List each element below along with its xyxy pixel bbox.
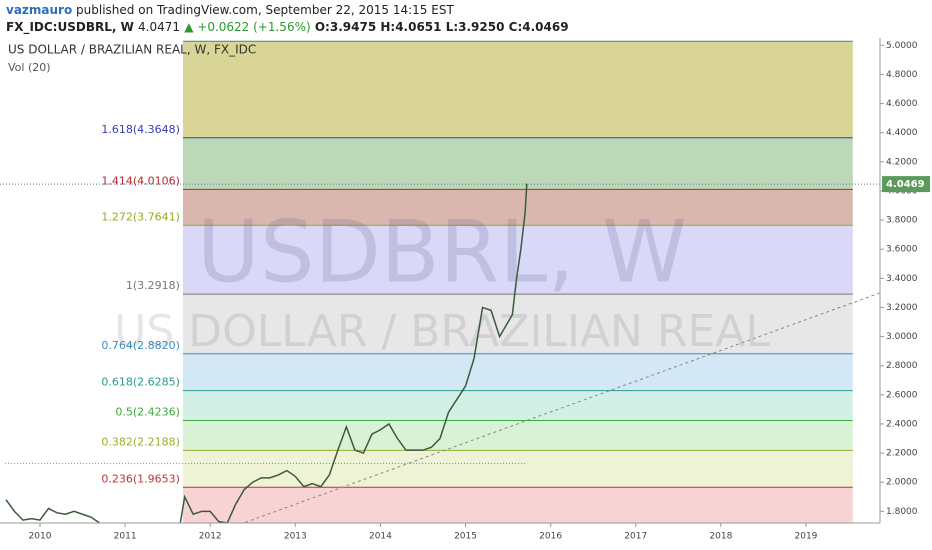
publisher: vazmauro bbox=[6, 3, 73, 17]
x-tick-label: 2015 bbox=[454, 532, 477, 542]
y-tick-label: 1.8000 bbox=[886, 507, 918, 517]
fib-band bbox=[182, 137, 853, 190]
quote-line: FX_IDC:USDBRL, W 4.0471 ▲ +0.0622 (+1.56… bbox=[6, 20, 569, 34]
y-tick-label: 3.4000 bbox=[886, 274, 918, 284]
last: 4.0471 bbox=[138, 20, 181, 34]
change: ▲ +0.0622 (+1.56%) bbox=[184, 20, 311, 34]
fib-band bbox=[182, 225, 853, 295]
fib-label: 1(3.2918) bbox=[126, 279, 180, 292]
fib-label: 1.618(4.3648) bbox=[101, 123, 180, 136]
x-tick-label: 2010 bbox=[29, 532, 52, 542]
watermark: USDBRL, W bbox=[197, 202, 687, 302]
last-price-label: 4.0469 bbox=[886, 179, 925, 190]
publish-line: vazmauro published on TradingView.com, S… bbox=[6, 3, 454, 17]
chart: 2(5.0281) 1.618(4.3648) 1.414(4.0106) 1.272… bbox=[0, 38, 932, 542]
published: published on TradingView.com, September … bbox=[76, 3, 454, 17]
fib-label: 0.764(2.8820) bbox=[101, 339, 180, 352]
y-tick-label: 2.2000 bbox=[886, 449, 918, 459]
x-tick-label: 2014 bbox=[369, 532, 392, 542]
fib-label: 1.414(4.0106) bbox=[101, 174, 180, 187]
fib-band bbox=[182, 487, 853, 523]
y-tick-label: 4.2000 bbox=[886, 157, 918, 167]
plot: 2(5.0281) 1.618(4.3648) 1.414(4.0106) 1.272… bbox=[0, 38, 880, 523]
fib-band bbox=[182, 189, 853, 226]
chart-title: US DOLLAR / BRAZILIAN REAL, W, FX_IDC bbox=[8, 43, 256, 57]
fib-band bbox=[182, 353, 853, 391]
y-tick-label: 3.8000 bbox=[886, 216, 918, 226]
fib-label: 1.272(3.7641) bbox=[101, 210, 180, 223]
fib-band bbox=[182, 294, 853, 354]
x-tick-label: 2018 bbox=[709, 532, 732, 542]
y-tick-label: 2.0000 bbox=[886, 478, 918, 488]
fib-label: 0.618(2.6285) bbox=[101, 376, 180, 389]
symbol: FX_IDC:USDBRL, W bbox=[6, 20, 134, 34]
fib-label: 0.382(2.2188) bbox=[101, 435, 180, 448]
y-tick-label: 4.4000 bbox=[886, 128, 918, 138]
chart-subtitle: Vol (20) bbox=[8, 61, 51, 74]
y-tick-label: 3.2000 bbox=[886, 303, 918, 313]
close: C:4.0469 bbox=[508, 20, 569, 34]
x-tick-label: 2019 bbox=[795, 532, 818, 542]
high: H:4.0651 bbox=[380, 20, 442, 34]
low: L:3.9250 bbox=[445, 20, 505, 34]
y-tick-label: 4.8000 bbox=[886, 70, 918, 80]
y-tick-label: 3.6000 bbox=[886, 245, 918, 255]
fib-band bbox=[182, 420, 853, 451]
y-tick-label: 4.6000 bbox=[886, 99, 918, 109]
last-price-box bbox=[882, 176, 930, 193]
x-tick-label: 2013 bbox=[284, 532, 307, 542]
x-tick-label: 2012 bbox=[199, 532, 222, 542]
fib-band bbox=[182, 390, 853, 421]
fib-band bbox=[182, 450, 853, 488]
y-tick-label: 2.8000 bbox=[886, 361, 918, 371]
y-tick-label: 2.4000 bbox=[886, 419, 918, 429]
x-tick-label: 2011 bbox=[114, 532, 137, 542]
y-tick-label: 3.0000 bbox=[886, 332, 918, 342]
fib-band bbox=[182, 41, 853, 138]
price-axis bbox=[880, 38, 932, 523]
fib-label: 0.5(2.4236) bbox=[115, 406, 180, 419]
fib-label: 2(5.0281) bbox=[126, 38, 180, 39]
y-tick-label: 5.0000 bbox=[886, 41, 918, 51]
open: O:3.9475 bbox=[314, 20, 377, 34]
fib-label: 0.236(1.9653) bbox=[101, 472, 180, 485]
x-tick-label: 2016 bbox=[539, 532, 562, 542]
watermark: US DOLLAR / BRAZILIAN REAL bbox=[114, 306, 770, 357]
y-tick-label: 2.6000 bbox=[886, 390, 918, 400]
x-tick-label: 2017 bbox=[624, 532, 647, 542]
trend-line bbox=[244, 292, 880, 523]
price-line bbox=[5, 183, 528, 523]
